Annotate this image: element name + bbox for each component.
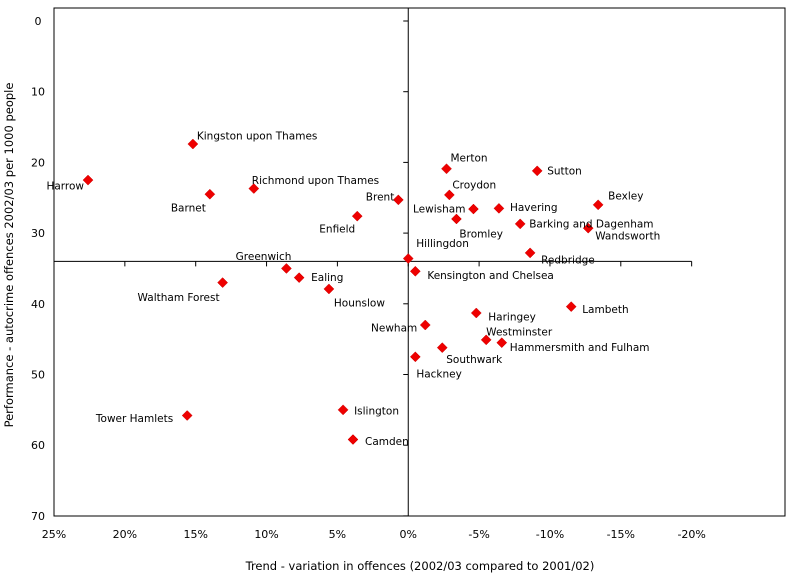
point-label-hammersmith-and-fulham: Hammersmith and Fulham xyxy=(510,342,650,354)
point-label-barnet: Barnet xyxy=(171,203,206,215)
data-point-croydon xyxy=(443,189,455,201)
y-tick-label: 40 xyxy=(31,298,45,311)
x-axis-title: Trend - variation in offences (2002/03 c… xyxy=(245,559,595,573)
data-point-waltham-forest xyxy=(217,277,228,288)
point-label-harrow: Harrow xyxy=(46,181,84,193)
y-tick-label: 50 xyxy=(31,369,45,382)
data-point-newham xyxy=(419,319,431,331)
point-label-havering: Havering xyxy=(510,202,558,214)
x-tick-label: 20% xyxy=(113,528,137,541)
point-label-kingston-upon-thames: Kingston upon Thames xyxy=(197,131,318,143)
point-label-southwark: Southwark xyxy=(446,354,503,366)
point-label-brent: Brent xyxy=(366,191,395,203)
x-tick-label: 10% xyxy=(254,528,278,541)
data-point-kingston-upon-thames xyxy=(187,138,199,150)
x-tick-label: -15% xyxy=(607,528,635,541)
data-point-haringey xyxy=(470,307,482,319)
x-tick-label: 25% xyxy=(42,528,66,541)
point-label-bromley: Bromley xyxy=(459,228,503,240)
point-label-tower-hamlets: Tower Hamlets xyxy=(95,413,173,425)
x-tick-label: -20% xyxy=(677,528,705,541)
point-label-lambeth: Lambeth xyxy=(582,304,628,316)
point-label-sutton: Sutton xyxy=(547,165,582,177)
y-tick-label: 10 xyxy=(31,86,45,99)
point-label-merton: Merton xyxy=(451,152,488,164)
data-point-lewisham xyxy=(468,203,479,215)
point-label-wandsworth: Wandsworth xyxy=(595,231,660,243)
data-point-southwark xyxy=(436,342,448,353)
data-point-tower-hamlets xyxy=(181,410,193,421)
point-label-ealing: Ealing xyxy=(311,272,343,284)
data-point-sutton xyxy=(531,165,543,177)
y-tick-label: 20 xyxy=(31,156,45,169)
data-point-westminster xyxy=(480,334,492,346)
point-label-lewisham: Lewisham xyxy=(413,204,465,216)
x-tick-label: 15% xyxy=(183,528,207,541)
data-point-wandsworth xyxy=(582,222,594,234)
point-label-westminster: Westminster xyxy=(486,326,553,338)
data-point-havering xyxy=(493,203,505,214)
point-label-kensington-and-chelsea: Kensington and Chelsea xyxy=(427,270,554,282)
point-label-hillingdon: Hillingdon xyxy=(416,238,469,250)
point-label-hackney: Hackney xyxy=(416,368,462,380)
point-label-enfield: Enfield xyxy=(319,224,355,236)
y-axis-title: Performance - autocrime offences 2002/03… xyxy=(2,83,16,428)
data-point-bexley xyxy=(592,199,604,211)
data-point-islington xyxy=(337,404,349,416)
data-point-hounslow xyxy=(323,283,335,295)
y-tick-label: 60 xyxy=(31,439,45,452)
point-label-newham: Newham xyxy=(371,323,417,335)
point-label-islington: Islington xyxy=(354,405,399,417)
data-point-harrow xyxy=(82,174,94,186)
data-point-greenwich xyxy=(281,263,292,274)
y-tick-label: 0 xyxy=(35,15,42,28)
data-point-hackney xyxy=(409,351,421,363)
data-point-bromley xyxy=(451,213,462,225)
x-tick-label: 5% xyxy=(329,528,346,541)
x-tick-label: 0% xyxy=(400,528,417,541)
data-point-lambeth xyxy=(565,301,577,312)
point-label-greenwich: Greenwich xyxy=(236,251,292,263)
plot-frame xyxy=(53,7,786,517)
x-tick-label: -10% xyxy=(536,528,564,541)
data-point-enfield xyxy=(351,210,363,222)
point-label-croydon: Croydon xyxy=(452,179,496,191)
data-point-ealing xyxy=(293,272,305,283)
data-point-redbridge xyxy=(524,247,536,259)
point-label-richmond-upon-thames: Richmond upon Thames xyxy=(252,175,379,187)
data-point-richmond-upon-thames xyxy=(248,183,260,194)
point-label-waltham-forest: Waltham Forest xyxy=(138,292,220,304)
point-label-bexley: Bexley xyxy=(608,190,643,202)
data-point-merton xyxy=(441,163,452,175)
point-label-redbridge: Redbridge xyxy=(541,254,595,266)
data-point-barnet xyxy=(204,188,216,200)
data-point-barking-and-dagenham xyxy=(514,218,526,230)
data-point-brent xyxy=(392,194,404,206)
data-point-camden xyxy=(347,434,359,445)
data-point-kensington-and-chelsea xyxy=(409,265,421,277)
y-tick-label: 70 xyxy=(31,510,45,523)
data-point-hammersmith-and-fulham xyxy=(496,337,508,349)
point-label-barking-and-dagenham: Barking and Dagenham xyxy=(529,218,653,230)
data-point-hillingdon xyxy=(402,253,414,264)
point-label-haringey: Haringey xyxy=(488,311,536,323)
point-label-camden: Camden xyxy=(365,436,409,448)
point-label-hounslow: Hounslow xyxy=(334,297,385,309)
x-tick-label: -5% xyxy=(468,528,489,541)
y-tick-label: 30 xyxy=(31,227,45,240)
